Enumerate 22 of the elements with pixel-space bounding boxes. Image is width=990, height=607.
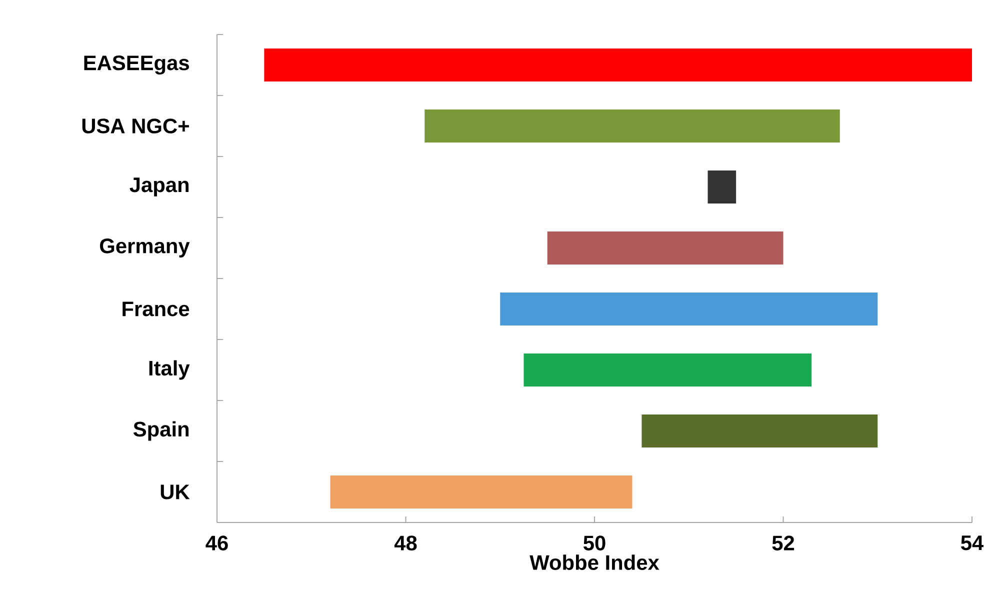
bar xyxy=(330,476,632,508)
bar xyxy=(264,48,972,82)
bar xyxy=(708,170,736,204)
x-tick-label: 54 xyxy=(961,536,984,550)
y-tick-label: EASEEgas xyxy=(84,55,189,75)
y-tick-label: Germany xyxy=(100,238,190,258)
y-tick-label: France xyxy=(122,302,190,316)
x-tick-label: 48 xyxy=(394,536,417,550)
y-tick-label: USA NGC+ xyxy=(82,118,189,134)
y-tick-label: Spain xyxy=(133,421,189,441)
bar xyxy=(642,414,878,448)
x-axis-title: Wobbe Index xyxy=(530,554,660,570)
bar xyxy=(547,232,784,264)
x-tick-label: 46 xyxy=(206,536,228,550)
y-tick-label: Italy xyxy=(149,360,190,380)
bar xyxy=(524,354,812,386)
y-tick-label: UK xyxy=(160,484,190,500)
x-tick-label: 52 xyxy=(772,536,794,550)
y-tick-label: Japan xyxy=(130,178,189,196)
x-tick-label: 50 xyxy=(584,536,606,550)
bar xyxy=(424,110,840,142)
bar xyxy=(500,292,878,326)
